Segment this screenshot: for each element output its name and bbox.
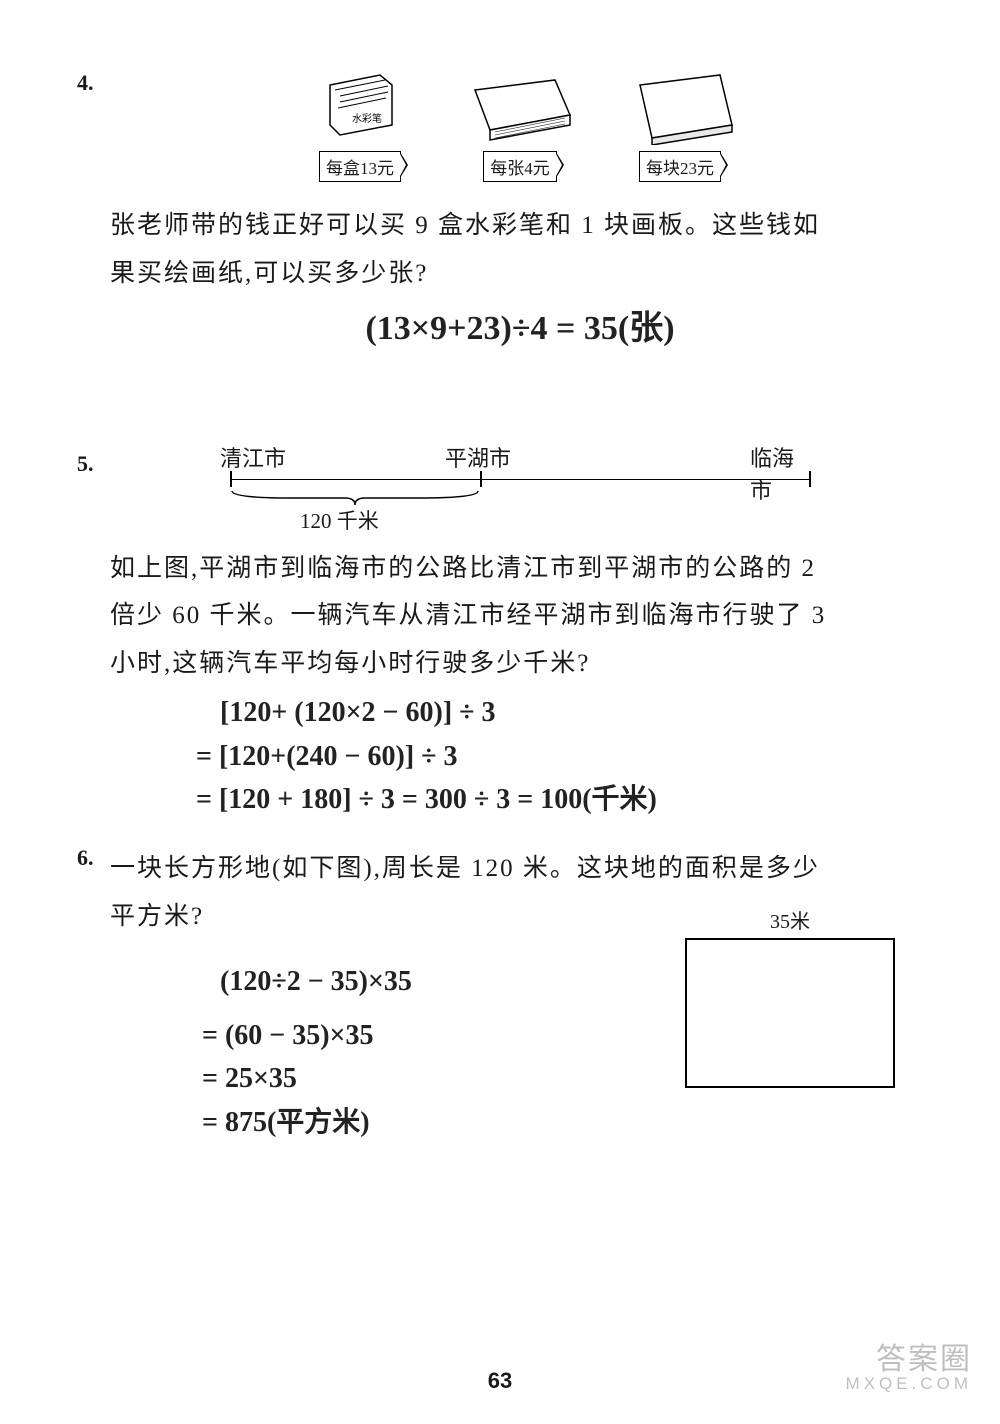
q5-ans-line2: = [120+(240 − 60)] ÷ 3 [196,735,930,778]
question-number-6: 6. [77,845,94,871]
price-tag-pencils: 每盒13元 [319,151,401,182]
q6-ans-line4: = 875(平方米) [202,1101,930,1144]
q4-text-line1: 张老师带的钱正好可以买 9 盒水彩笔和 1 块画板。这些钱如 [110,202,930,250]
question-number-5: 5. [77,451,94,477]
items-row: 水彩笔 每盒13元 每张4元 [110,70,930,182]
svg-text:水彩笔: 水彩笔 [352,112,382,125]
rectangle-box [685,938,895,1088]
item-board: 每块23元 [620,70,740,182]
city-left: 清江市 [220,441,286,473]
watermark-line2: MXQE.COM [846,1374,972,1394]
draw-board-icon [620,70,740,145]
pencils-box-icon: 水彩笔 [300,70,420,145]
tick-left [230,471,232,487]
q5-text-line3: 小时,这辆汽车平均每小时行驶多少千米? [110,640,930,688]
problem-5: 5. 清江市 平湖市 临海市 120 千米 如上图,平湖市到临海市的公路比清江市… [80,441,930,822]
line-diagram: 清江市 平湖市 临海市 120 千米 [230,441,810,531]
question-number-4: 4. [77,70,94,96]
q5-ans-line1: [120+ (120×2 − 60)] ÷ 3 [220,691,930,734]
rectangle-figure: 35米 [680,905,900,1088]
page: 4. 水彩笔 每盒13元 [0,0,1000,1424]
price-tag-paper: 每张4元 [483,151,557,182]
q5-ans-line3: = [120 + 180] ÷ 3 = 300 ÷ 3 = 100(千米) [196,778,930,821]
watermark: 答案圈 MXQE.COM [846,1334,972,1394]
tick-right [809,471,811,487]
watermark-line1: 答案圈 [846,1334,972,1378]
q4-answer: (13×9+23)÷4 = 35(张) [110,303,930,356]
tick-mid [480,471,482,487]
main-line [230,479,810,480]
q6-text-line1: 一块长方形地(如下图),周长是 120 米。这块地的面积是多少 [110,845,930,893]
distance-label: 120 千米 [300,505,379,535]
problem-4: 4. 水彩笔 每盒13元 [80,70,930,356]
city-right: 临海市 [750,441,810,505]
q5-text-line2: 倍少 60 千米。一辆汽车从清江市经平湖市到临海市行驶了 3 [110,592,930,640]
q5-text-line1: 如上图,平湖市到临海市的公路比清江市到平湖市的公路的 2 [110,545,930,593]
price-tag-board: 每块23元 [639,151,721,182]
q4-text-line2: 果买绘画纸,可以买多少张? [110,250,930,298]
item-pencils: 水彩笔 每盒13元 [300,70,420,182]
paper-pad-icon [460,70,580,145]
city-mid: 平湖市 [445,441,511,473]
rectangle-top-label: 35米 [680,905,900,934]
item-paper: 每张4元 [460,70,580,182]
problem-6: 6. 一块长方形地(如下图),周长是 120 米。这块地的面积是多少 平方米? … [80,845,930,1144]
